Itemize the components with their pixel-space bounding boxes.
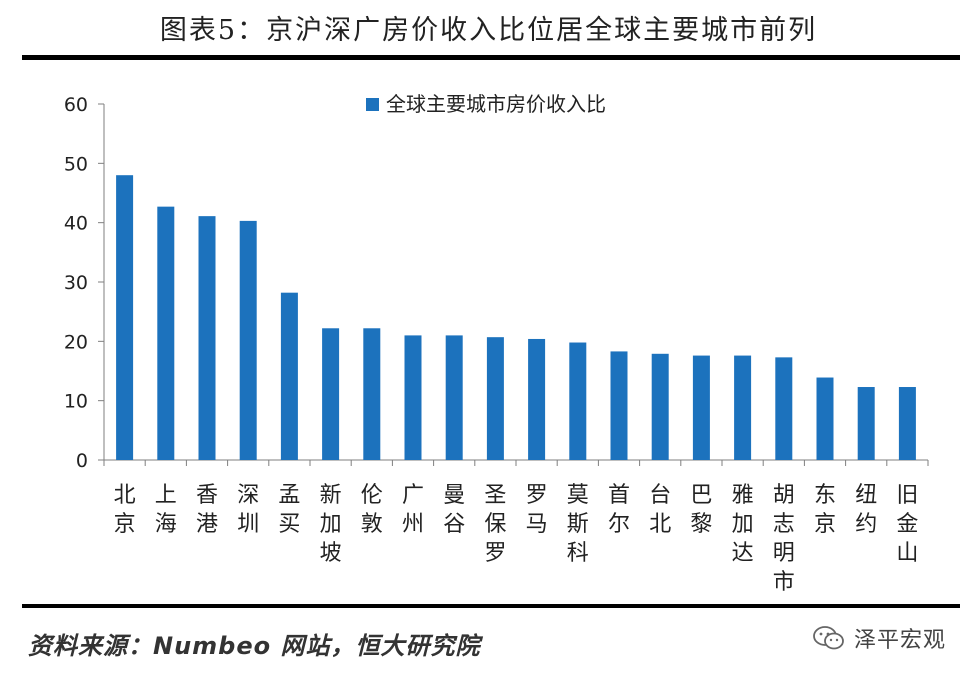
x-tick-label: 曼谷 (443, 483, 465, 537)
x-tick-label: 巴黎 (690, 483, 712, 537)
bar (898, 387, 916, 460)
bar (734, 355, 752, 460)
y-tick-label: 20 (64, 331, 88, 353)
bottom-rule (22, 604, 960, 608)
top-rule (22, 55, 960, 60)
bar (486, 337, 504, 460)
y-tick-label: 30 (64, 272, 88, 294)
legend-label: 全球主要城市房价收入比 (386, 92, 606, 116)
y-axis: 0 10 20 30 40 50 60 (64, 94, 105, 472)
bar (198, 216, 216, 460)
bar (569, 342, 587, 460)
y-tick-label: 10 (64, 391, 88, 413)
x-tick-label: 孟买 (278, 483, 300, 537)
y-tick-label: 40 (64, 213, 88, 235)
legend: 全球主要城市房价收入比 (366, 92, 606, 116)
x-tick-label: 上海 (155, 483, 177, 537)
x-tick-label: 旧金山 (896, 483, 918, 566)
bar (651, 353, 669, 460)
legend-swatch (366, 98, 379, 111)
bar (116, 175, 134, 460)
bar (816, 377, 834, 460)
wechat-icon (813, 626, 844, 650)
bar (445, 335, 463, 460)
bar (322, 328, 340, 460)
bar (610, 351, 628, 460)
x-tick-label: 莫斯科 (567, 483, 589, 566)
x-tick-label: 深圳 (237, 483, 259, 537)
watermark: 泽平宏观 (812, 622, 946, 654)
bar-chart: 0 10 20 30 40 50 60 北京上海香港深圳孟买新加坡伦敦广州曼谷圣保罗罗马莫斯… (64, 92, 929, 595)
x-tick-label: 首尔 (608, 483, 630, 537)
x-tick-label: 广州 (402, 483, 424, 537)
x-tick-label: 纽约 (855, 483, 877, 537)
x-tick-label: 新加坡 (320, 483, 342, 566)
bar (363, 328, 381, 460)
y-tick-label: 60 (64, 94, 88, 116)
bar (157, 206, 175, 460)
x-tick-label: 东京 (814, 483, 836, 537)
bar (528, 338, 546, 460)
x-axis: 北京上海香港深圳孟买新加坡伦敦广州曼谷圣保罗罗马莫斯科首尔台北巴黎雅加达胡志明市… (103, 459, 929, 595)
x-tick-label: 香港 (196, 483, 218, 537)
x-tick-label: 北京 (114, 483, 136, 537)
bar (280, 292, 298, 460)
bar (692, 355, 710, 460)
bar (239, 220, 257, 460)
x-tick-label: 雅加达 (732, 483, 754, 566)
source-note: 资料来源：Numbeo 网站，恒大研究院 (28, 632, 481, 660)
bar-series (116, 175, 916, 460)
x-tick-label: 伦敦 (361, 483, 383, 537)
y-tick-label: 50 (64, 153, 88, 175)
bar (857, 387, 875, 460)
watermark-text: 泽平宏观 (854, 628, 947, 653)
x-tick-label: 台北 (649, 483, 671, 537)
chart-title: 图表5：京沪深广房价收入比位居全球主要城市前列 (159, 15, 818, 46)
x-tick-label: 罗马 (526, 483, 548, 537)
bar (404, 335, 422, 460)
x-tick-label: 胡志明市 (773, 483, 795, 595)
y-tick-label: 0 (76, 450, 88, 472)
bar (775, 357, 793, 460)
x-tick-label: 圣保罗 (484, 483, 506, 566)
